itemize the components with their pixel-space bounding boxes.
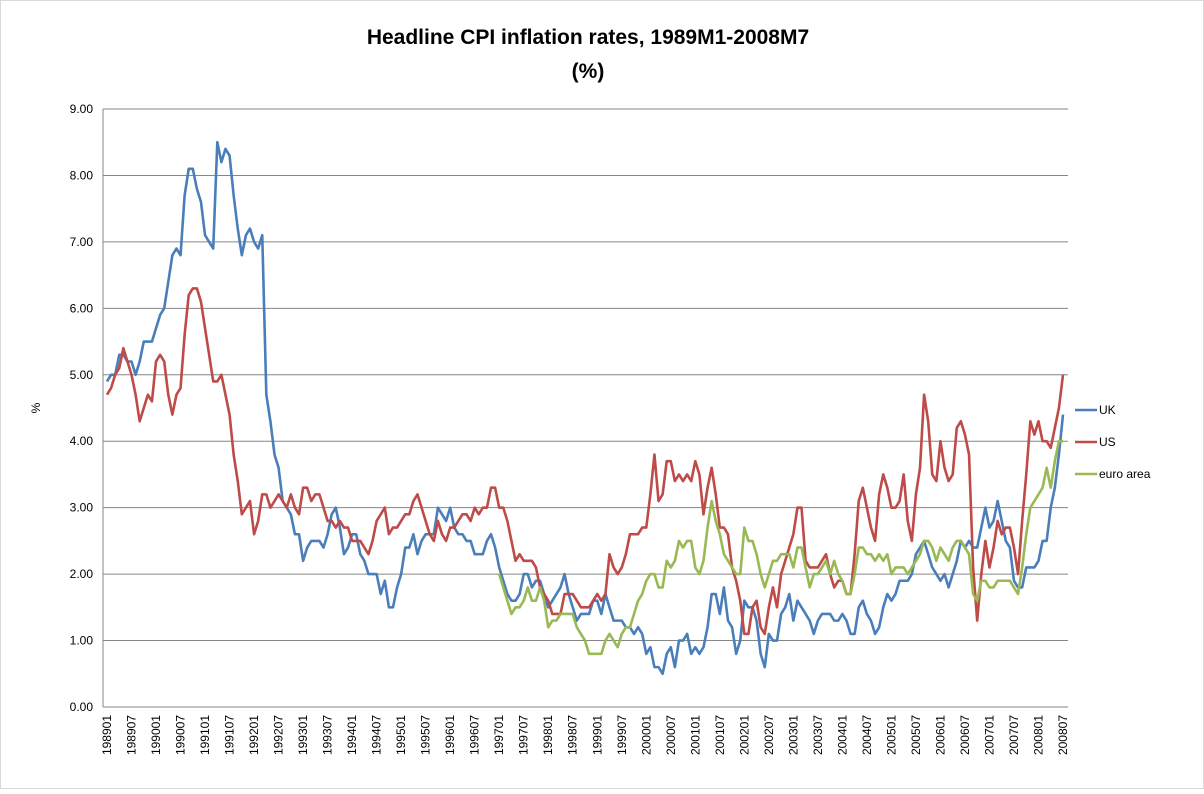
y-tick-label: 6.00: [70, 301, 94, 315]
chart-title: Headline CPI inflation rates, 1989M1-200…: [367, 26, 809, 49]
y-tick-label: 1.00: [70, 634, 94, 648]
x-tick-label: 200401: [835, 715, 849, 755]
x-tick-label: 199201: [247, 715, 261, 755]
chart-subtitle: (%): [572, 60, 605, 83]
x-tick-label: 199207: [272, 715, 286, 755]
x-tick-label: 200707: [1007, 715, 1021, 755]
x-tick-label: 199607: [468, 715, 482, 755]
x-tick-label: 199907: [615, 715, 629, 755]
x-tick-label: 199601: [443, 715, 457, 755]
x-tick-label: 199707: [517, 715, 531, 755]
x-tick-label: 200201: [737, 715, 751, 755]
x-tick-label: 200801: [1031, 715, 1045, 755]
x-tick-label: 200507: [909, 715, 923, 755]
x-tick-label: 199901: [590, 715, 604, 755]
y-axis-title: %: [29, 402, 43, 413]
x-tick-label: 200501: [884, 715, 898, 755]
x-tick-label: 199501: [394, 715, 408, 755]
x-tick-label: 199701: [492, 715, 506, 755]
x-tick-label: 200301: [786, 715, 800, 755]
x-tick-label: 200001: [639, 715, 653, 755]
x-tick-label: 199801: [541, 715, 555, 755]
x-tick-label: 200207: [762, 715, 776, 755]
x-tick-label: 200607: [958, 715, 972, 755]
x-tick-label: 200107: [713, 715, 727, 755]
x-tick-label: 200701: [982, 715, 996, 755]
x-tick-label: 200007: [664, 715, 678, 755]
y-tick-label: 4.00: [70, 434, 94, 448]
x-tick-label: 200101: [688, 715, 702, 755]
y-tick-label: 7.00: [70, 235, 94, 249]
x-tick-label: 198907: [125, 715, 139, 755]
x-tick-label: 199807: [566, 715, 580, 755]
x-tick-label: 200807: [1056, 715, 1070, 755]
x-tick-label: 199107: [223, 715, 237, 755]
y-tick-label: 9.00: [70, 102, 94, 116]
series-line: [497, 439, 1063, 656]
y-tick-label: 0.00: [70, 700, 94, 714]
series-line: [105, 287, 1065, 636]
legend-label: euro area: [1099, 467, 1151, 481]
y-tick-label: 8.00: [70, 168, 94, 182]
x-tick-label: 200307: [811, 715, 825, 755]
y-tick-label: 2.00: [70, 567, 94, 581]
x-tick-label: 199307: [321, 715, 335, 755]
x-tick-label: 200407: [860, 715, 874, 755]
legend-label: US: [1099, 435, 1116, 449]
y-tick-label: 3.00: [70, 501, 94, 515]
series-line: [105, 140, 1065, 676]
x-tick-label: 199101: [198, 715, 212, 755]
x-tick-label: 198901: [100, 715, 114, 755]
y-tick-label: 5.00: [70, 368, 94, 382]
x-tick-label: 199401: [345, 715, 359, 755]
legend-label: UK: [1099, 403, 1116, 417]
x-tick-label: 199507: [419, 715, 433, 755]
x-tick-label: 199301: [296, 715, 310, 755]
x-tick-label: 200601: [933, 715, 947, 755]
x-tick-label: 199007: [174, 715, 188, 755]
x-tick-label: 199001: [149, 715, 163, 755]
x-tick-label: 199407: [370, 715, 384, 755]
